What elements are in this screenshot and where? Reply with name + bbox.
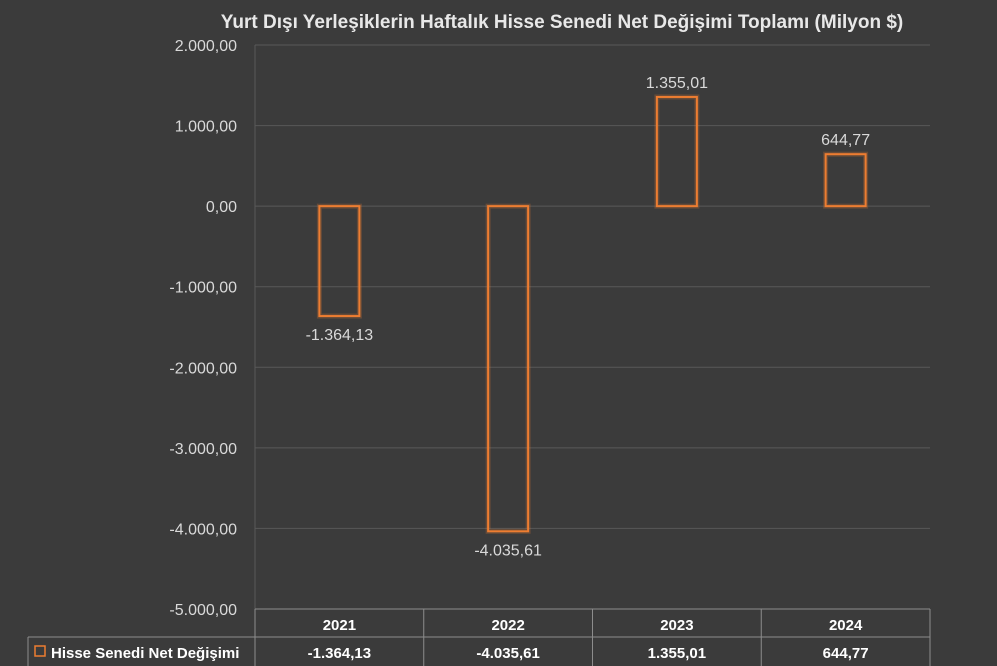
x-category-label: 2024	[829, 617, 863, 634]
data-label: -4.035,61	[474, 542, 542, 559]
bar	[487, 205, 530, 533]
bars	[316, 94, 869, 534]
y-tick-label: 1.000,00	[175, 119, 237, 136]
bar-glow	[823, 151, 869, 209]
y-tick-label: -3.000,00	[169, 441, 237, 458]
table-value: -1.364,13	[308, 645, 371, 662]
bar	[655, 95, 698, 208]
legend-series-name: Hisse Senedi Net Değişimi	[51, 645, 239, 662]
table-value: 1.355,01	[648, 645, 706, 662]
chart-title: Yurt Dışı Yerleşiklerin Haftalık Hisse S…	[221, 12, 903, 33]
data-label: 644,77	[821, 132, 870, 149]
data-table: 2021 -1.364,13 2022 -4.035,61 2023 1.355,01 20…	[27, 608, 931, 666]
y-tick-label: -1.000,00	[169, 280, 237, 297]
x-category-label: 2023	[660, 617, 693, 634]
x-category-label: 2021	[323, 617, 356, 634]
table-value: -4.035,61	[476, 645, 539, 662]
y-tick-label: 2.000,00	[175, 38, 237, 55]
y-tick-label: -5.000,00	[169, 602, 237, 619]
data-labels: -1.364,13 -4.035,61 1.355,01 644,77	[306, 75, 871, 559]
legend-key	[34, 645, 46, 657]
x-category-label: 2022	[491, 617, 524, 634]
data-label: -1.364,13	[306, 327, 374, 344]
y-tick-label: -2.000,00	[169, 360, 237, 377]
bar-glow	[316, 203, 362, 319]
bar-glow	[485, 203, 531, 534]
bar	[824, 153, 867, 208]
y-axis-ticks: 2.000,00 1.000,00 0,00 -1.000,00 -2.000,00 -3…	[169, 38, 237, 619]
data-label: 1.355,01	[646, 75, 708, 92]
y-tick-label: 0,00	[206, 199, 237, 216]
bar	[318, 205, 361, 318]
table-value: 644,77	[823, 645, 869, 662]
bar-glow	[654, 94, 700, 209]
y-tick-label: -4.000,00	[169, 521, 237, 538]
